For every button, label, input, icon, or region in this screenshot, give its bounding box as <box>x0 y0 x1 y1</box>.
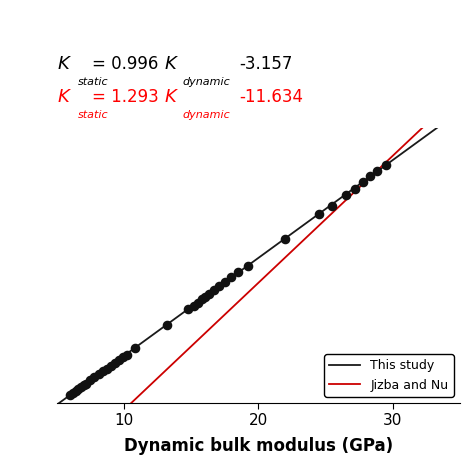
Point <box>115 356 122 364</box>
Point <box>91 374 98 381</box>
This study <box>55 401 61 407</box>
Text: = 1.293: = 1.293 <box>92 88 159 106</box>
Point <box>74 385 82 393</box>
Jizba and Nu <box>457 90 463 95</box>
Jizba and Nu <box>54 471 60 474</box>
Point <box>80 382 88 389</box>
Text: static: static <box>78 77 109 87</box>
X-axis label: Dynamic bulk modulus (GPa): Dynamic bulk modulus (GPa) <box>124 437 393 455</box>
Point <box>216 283 223 290</box>
Jizba and Nu <box>301 237 306 243</box>
Point <box>190 302 198 310</box>
Legend: This study, Jizba and Nu: This study, Jizba and Nu <box>324 355 454 397</box>
This study <box>294 227 300 233</box>
Point <box>185 305 192 312</box>
Point <box>228 273 235 281</box>
Text: $K$: $K$ <box>57 88 72 106</box>
Point <box>194 299 201 307</box>
This study <box>301 222 306 228</box>
Jizba and Nu <box>55 469 61 474</box>
Line: Jizba and Nu: Jizba and Nu <box>57 92 460 474</box>
Point <box>111 359 118 366</box>
Point <box>201 293 209 301</box>
Text: static: static <box>78 110 109 120</box>
This study <box>393 155 399 160</box>
Point <box>221 278 228 286</box>
Point <box>359 178 367 186</box>
Point <box>366 173 374 180</box>
Text: dynamic: dynamic <box>182 77 230 87</box>
Point <box>77 383 85 391</box>
Point <box>99 368 106 375</box>
Point <box>66 391 74 399</box>
Point <box>234 269 242 276</box>
This study <box>54 402 60 408</box>
Point <box>382 162 390 169</box>
Line: This study: This study <box>57 111 460 405</box>
This study <box>292 228 298 234</box>
Point <box>103 365 110 373</box>
Text: -11.634: -11.634 <box>239 88 303 106</box>
Point <box>131 344 138 352</box>
Point <box>351 185 359 192</box>
Point <box>87 376 94 384</box>
Point <box>119 353 127 361</box>
Text: $K$: $K$ <box>164 88 179 106</box>
Point <box>210 286 218 294</box>
Point <box>95 371 102 378</box>
Point <box>123 351 130 359</box>
Point <box>342 191 349 199</box>
Point <box>82 380 90 388</box>
Text: = 0.996: = 0.996 <box>92 55 159 73</box>
Point <box>163 321 171 329</box>
This study <box>419 136 425 142</box>
Point <box>315 210 322 218</box>
Point <box>69 389 77 397</box>
Point <box>244 263 251 270</box>
Point <box>373 167 380 175</box>
This study <box>457 109 463 114</box>
Jizba and Nu <box>294 244 300 249</box>
Text: dynamic: dynamic <box>182 110 230 120</box>
Text: $K$: $K$ <box>164 55 179 73</box>
Point <box>72 387 80 395</box>
Text: $K$: $K$ <box>57 55 72 73</box>
Jizba and Nu <box>419 125 425 131</box>
Point <box>282 235 289 243</box>
Point <box>205 290 212 298</box>
Point <box>328 202 336 210</box>
Point <box>198 295 206 302</box>
Jizba and Nu <box>292 245 298 251</box>
Point <box>107 362 114 369</box>
Text: -3.157: -3.157 <box>239 55 293 73</box>
Jizba and Nu <box>393 149 399 155</box>
